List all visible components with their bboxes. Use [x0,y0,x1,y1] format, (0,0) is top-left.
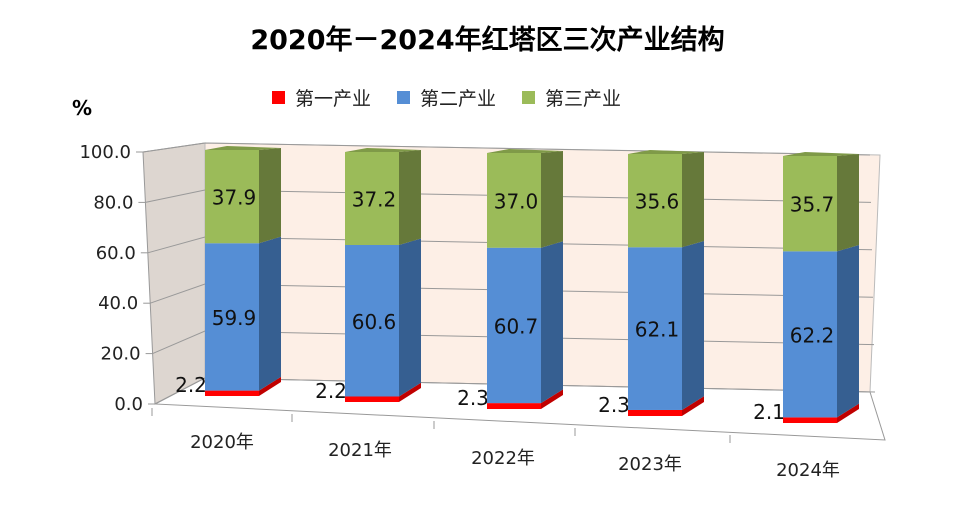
legend-label: 第一产业 [295,88,372,110]
data-label: 35.7 [790,193,835,217]
bar-segment [783,251,837,418]
bar-segment [345,152,399,245]
y-axis-unit: % [72,96,93,120]
bar-segment [783,417,837,423]
data-label: 37.9 [212,186,257,210]
bar-segment [628,247,682,410]
bar-segment [628,154,682,248]
x-tick-label: 2022年 [471,448,535,469]
legend-item-tertiary: 第三产业 [522,84,621,111]
bar-segment [487,153,541,248]
y-tick-label: 60.0 [96,243,136,264]
data-label: 2.3 [457,386,489,410]
bar-segment [487,403,541,409]
y-tick-label: 100.0 [79,142,131,163]
data-label: 62.1 [635,318,680,342]
bar-side-0 [541,389,563,409]
y-tick-label: 0.0 [114,394,143,415]
legend-item-secondary: 第二产业 [397,84,496,111]
legend-swatch [522,91,536,104]
x-tick-label: 2021年 [328,440,392,461]
bar-side-1 [837,245,859,418]
x-tick-label: 2023年 [618,454,682,475]
data-label: 2.1 [753,400,785,424]
x-tick-label: 2020年 [190,432,254,453]
data-label: 62.2 [790,323,835,347]
bar-segment [487,247,541,404]
bar-side-0 [399,382,421,402]
data-label: 2.2 [175,373,207,397]
bar-segment [205,243,259,391]
legend-item-primary: 第一产业 [272,84,371,111]
data-label: 37.0 [494,189,539,213]
bar-side-1 [682,241,704,410]
left-wall [142,142,206,405]
bar-side-2 [259,148,281,244]
data-label: 59.9 [212,306,257,330]
chart-title: 2020年－2024年红塔区三次产业结构 [250,25,725,56]
bar-segment [345,245,399,397]
bar-side-0 [259,376,281,396]
data-label: 35.6 [635,190,680,214]
bar-segment [345,396,399,402]
bar-top [345,148,421,152]
legend-swatch [272,91,285,104]
bar-top [628,150,704,154]
legend-label: 第二产业 [420,88,497,110]
data-label: 60.7 [494,314,539,338]
data-label: 37.2 [352,188,397,212]
data-label: 60.6 [352,310,397,334]
legend-swatch [397,91,411,104]
y-tick-label: 40.0 [98,293,138,314]
bar-side-2 [541,151,563,248]
bar-side-1 [399,238,421,397]
legend: 第一产业 第二产业 第三产业 [272,84,621,111]
bar-side-0 [682,396,704,416]
bar-side-1 [259,236,281,391]
y-tick-label: 80.0 [93,192,133,213]
bar-segment [205,150,259,244]
bar-side-0 [837,403,859,423]
bar-side-2 [682,152,704,248]
bar-top [487,149,563,153]
bar-segment [783,156,837,252]
y-tick-label: 20.0 [101,344,141,365]
bar-top [205,146,281,150]
bar-segment [628,409,682,416]
legend-label: 第三产业 [545,88,622,110]
data-label: 2.3 [598,393,630,417]
bar-side-1 [541,241,563,404]
data-label: 2.2 [315,379,347,403]
bar-segment [205,390,259,396]
bar-side-2 [399,150,421,245]
x-tick-label: 2024年 [776,460,840,481]
bar-top [783,152,859,156]
bar-side-2 [837,154,859,252]
